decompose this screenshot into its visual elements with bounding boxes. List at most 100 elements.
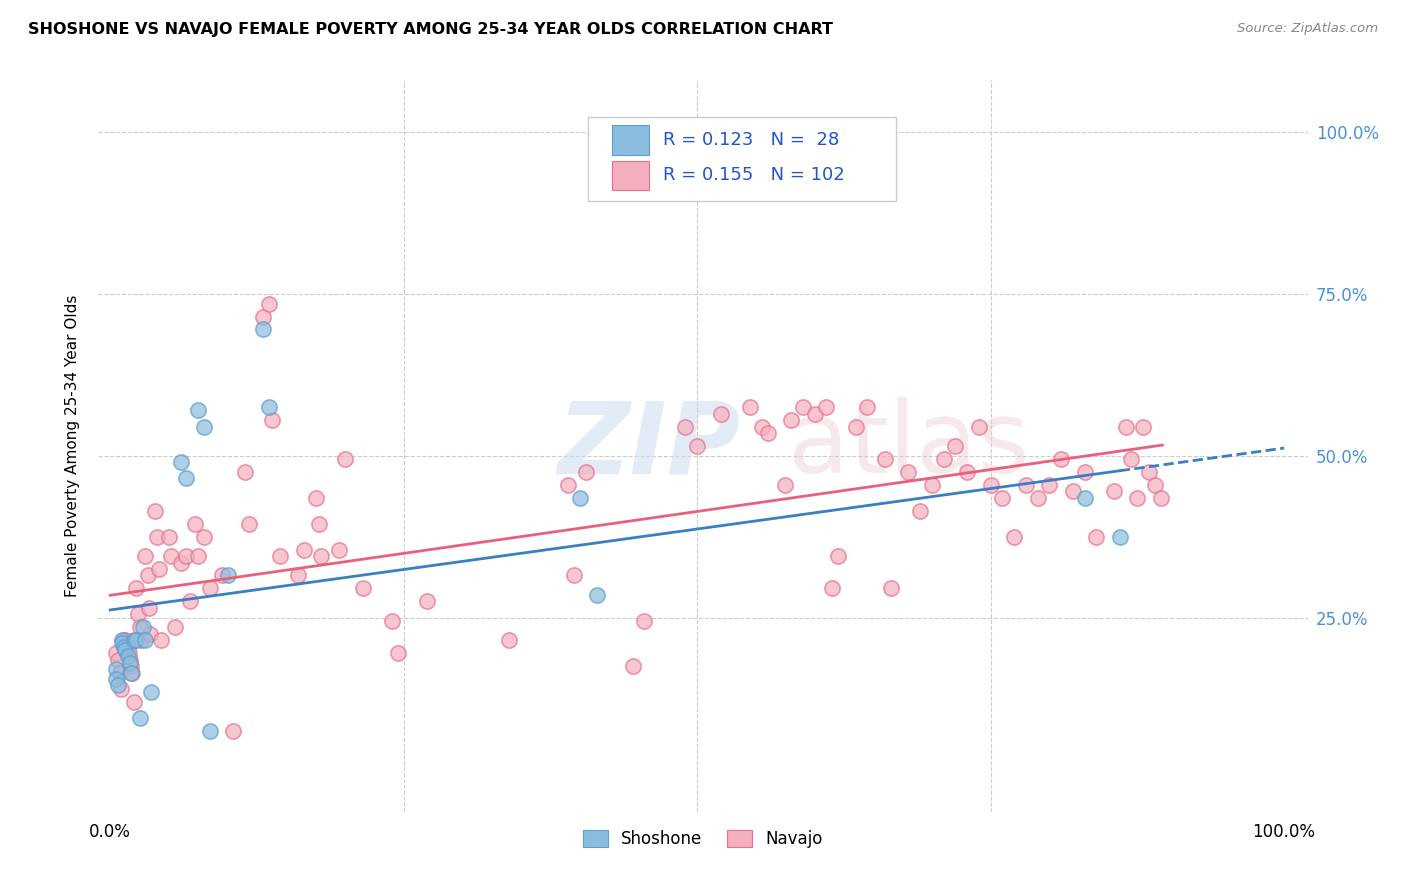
Point xyxy=(112,640,135,654)
Point xyxy=(120,652,142,666)
Point xyxy=(183,516,205,531)
Point xyxy=(1150,491,1173,505)
Point xyxy=(621,659,644,673)
Point xyxy=(333,452,356,467)
Point xyxy=(114,633,136,648)
Point xyxy=(122,633,145,648)
Point xyxy=(252,310,274,324)
Point xyxy=(187,403,209,417)
Point xyxy=(575,465,598,479)
Point xyxy=(149,633,172,648)
FancyBboxPatch shape xyxy=(613,126,648,154)
Point xyxy=(562,568,585,582)
Point xyxy=(1126,491,1149,505)
Point xyxy=(1015,478,1038,492)
Point xyxy=(586,588,609,602)
Point xyxy=(1143,478,1166,492)
Point xyxy=(169,556,191,570)
Point xyxy=(132,620,155,634)
Point xyxy=(1050,452,1073,467)
Point xyxy=(673,419,696,434)
Point xyxy=(238,516,260,531)
Point xyxy=(1073,491,1095,505)
Point xyxy=(932,452,955,467)
Point xyxy=(115,636,138,650)
Point xyxy=(568,491,591,505)
Point xyxy=(128,711,150,725)
Point xyxy=(967,419,990,434)
Point xyxy=(908,504,931,518)
Point xyxy=(956,465,979,479)
Point xyxy=(136,568,159,582)
Point xyxy=(897,465,920,479)
Point xyxy=(1137,465,1160,479)
Point xyxy=(921,478,943,492)
Point xyxy=(198,582,221,596)
Point xyxy=(143,504,166,518)
Point xyxy=(1002,530,1025,544)
Point xyxy=(112,633,135,648)
Point xyxy=(803,407,825,421)
Text: atlas: atlas xyxy=(787,398,1029,494)
Point xyxy=(118,646,141,660)
Point xyxy=(187,549,209,563)
Point xyxy=(815,400,838,414)
Point xyxy=(105,662,128,676)
Text: ZIP: ZIP xyxy=(558,398,741,494)
Point xyxy=(880,582,903,596)
Point xyxy=(1085,530,1108,544)
Point xyxy=(211,568,233,582)
Point xyxy=(292,542,315,557)
Point xyxy=(792,400,814,414)
Point xyxy=(1026,491,1049,505)
Point xyxy=(108,665,131,680)
Point xyxy=(498,633,520,648)
Point xyxy=(127,607,149,622)
Point xyxy=(107,678,129,692)
Point xyxy=(821,582,844,596)
Point xyxy=(120,659,142,673)
Point xyxy=(304,491,326,505)
Point xyxy=(163,620,186,634)
Text: Source: ZipAtlas.com: Source: ZipAtlas.com xyxy=(1237,22,1378,36)
Point xyxy=(856,400,879,414)
Point xyxy=(105,646,128,660)
Text: R = 0.155   N = 102: R = 0.155 N = 102 xyxy=(664,167,845,185)
Point xyxy=(176,549,198,563)
Point xyxy=(125,633,148,648)
Point xyxy=(1108,530,1130,544)
Point xyxy=(991,491,1014,505)
Point xyxy=(141,685,163,699)
Legend: Shoshone, Navajo: Shoshone, Navajo xyxy=(576,823,830,855)
Point xyxy=(557,478,579,492)
Point xyxy=(751,419,773,434)
Point xyxy=(387,646,409,660)
Point xyxy=(308,516,330,531)
Point xyxy=(120,656,142,670)
Point xyxy=(1115,419,1137,434)
Point xyxy=(146,530,169,544)
Point xyxy=(129,633,152,648)
Point xyxy=(128,620,150,634)
Point xyxy=(111,636,134,650)
Point xyxy=(134,633,156,648)
Point xyxy=(738,400,761,414)
Point xyxy=(179,594,201,608)
Point xyxy=(1073,465,1095,479)
FancyBboxPatch shape xyxy=(588,117,897,201)
Point xyxy=(134,549,156,563)
Point xyxy=(121,665,143,680)
Point xyxy=(110,681,132,696)
Point xyxy=(111,633,134,648)
Point xyxy=(107,652,129,666)
Point xyxy=(117,649,139,664)
Point xyxy=(1132,419,1154,434)
Point xyxy=(710,407,733,421)
Point xyxy=(257,296,280,310)
Point xyxy=(138,600,160,615)
Point xyxy=(117,640,139,654)
Point xyxy=(262,413,284,427)
Point xyxy=(139,626,162,640)
Point xyxy=(873,452,896,467)
Point xyxy=(122,695,145,709)
